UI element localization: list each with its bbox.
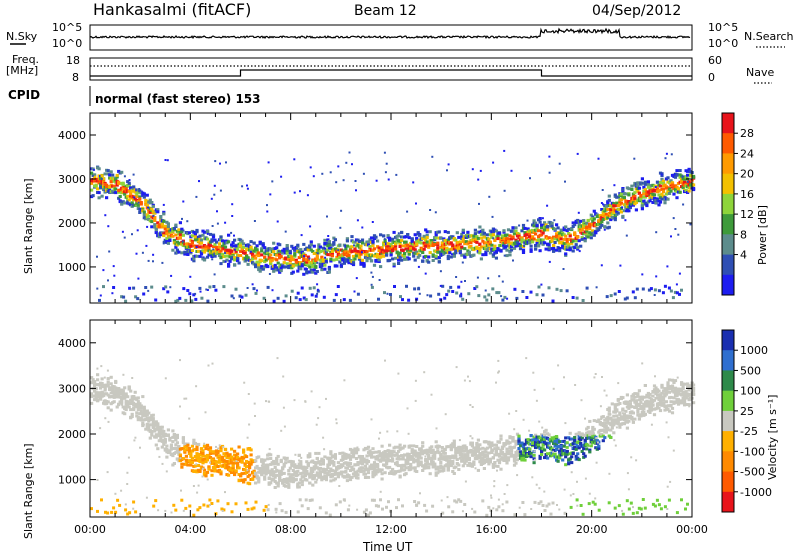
power-y-axis-label: Slant Range [km]: [22, 116, 35, 274]
velocity-colorbar-swatch: [722, 431, 734, 452]
nsearch-tick-bottom: 10^0: [708, 37, 739, 50]
nsky-trace: [89, 27, 691, 40]
power-ytick-label: 3000: [58, 173, 86, 186]
freq-unit-label: [MHz]: [6, 64, 39, 77]
velocity-ylabel-text: Slant Range [km]: [22, 443, 35, 539]
power-colorbar-tick-label: 28: [740, 127, 754, 140]
date-label: 04/Sep/2012: [592, 3, 682, 19]
power-colorbar-label: Power [dB]: [756, 205, 769, 265]
velocity-colorbar-tick-label: 25: [740, 405, 754, 418]
velocity-colorbar-tick-label: -1000: [740, 486, 772, 499]
nave-tick-bottom: 0: [708, 71, 715, 84]
power-colorbar-swatch: [722, 113, 734, 134]
power-colorbar-swatch: [722, 193, 734, 215]
velocity-ytick-label: 4000: [58, 337, 86, 350]
velocity-colorbar-frame: [721, 329, 735, 513]
velocity-colorbar-tick-label: 1000: [740, 344, 768, 357]
power-heatmap-cells: [90, 149, 696, 303]
cpid-label: CPID: [8, 88, 41, 102]
power-colorbar-tick-label: 20: [740, 168, 754, 181]
velocity-colorbar-tick-label: -100: [740, 445, 765, 458]
velocity-y-axis-label: Slant Range [km]: [22, 381, 35, 539]
power-ytick-label: 4000: [58, 129, 86, 142]
velocity-colorbar-tick-label: -25: [740, 425, 758, 438]
velocity-ytick-label: 2000: [58, 428, 86, 441]
freq-trace: [90, 69, 692, 77]
nsky-label: N.Sky: [6, 30, 38, 43]
power-colorbar-swatch: [722, 274, 734, 296]
velocity-colorbar-tick-label: -500: [740, 466, 765, 479]
velocity-ytick-label: 3000: [58, 382, 86, 395]
xtick-label: 04:00: [174, 523, 206, 536]
xtick-label: 08:00: [275, 523, 307, 536]
nsearch-tick-top: 10^5: [708, 21, 739, 34]
power-colorbar-swatch: [722, 214, 734, 235]
station-title: Hankasalmi (fitACF): [93, 0, 252, 19]
power-colorbar-tick-label: 12: [740, 208, 754, 221]
power-colorbar-tick-label: 8: [740, 228, 747, 241]
velocity-colorbar-swatch: [722, 491, 734, 513]
velocity-colorbar-swatch: [722, 471, 734, 493]
power-colorbar-swatch: [722, 173, 734, 195]
xtick-label: 00:00: [74, 523, 106, 536]
xtick-label: 16:00: [475, 523, 507, 536]
nave-label: Nave: [746, 66, 775, 79]
power-colorbar-swatch: [722, 254, 734, 276]
velocity-colorbar-swatch: [722, 330, 734, 351]
power-colorbar-swatch: [722, 234, 734, 255]
power-colorbar-tick-label: 24: [740, 147, 754, 160]
power-colorbar-frame: [721, 112, 735, 296]
power-ytick-label: 1000: [58, 261, 86, 274]
velocity-colorbar-tick-label: 500: [740, 364, 761, 377]
cpid-value: normal (fast stereo) 153: [95, 92, 261, 106]
x-axis-label: Time UT: [363, 540, 413, 554]
velocity-colorbar-swatch: [722, 390, 734, 412]
velocity-colorbar-swatch: [722, 410, 734, 432]
velocity-colorbar-label: Velocity [m s⁻¹]: [766, 394, 779, 480]
power-colorbar-swatch: [722, 153, 734, 175]
velocity-colorbar-swatch: [722, 451, 734, 472]
power-colorbar-tick-label: 4: [740, 249, 747, 262]
power-colorbar-tick-label: 16: [740, 188, 754, 201]
nsearch-label: N.Search: [744, 30, 794, 43]
beam-label: Beam 12: [354, 3, 417, 19]
freq-panel-frame: [89, 57, 693, 81]
xtick-label: 00:00: [676, 523, 708, 536]
velocity-colorbar-swatch: [722, 370, 734, 392]
freq-tick-bottom: 8: [72, 71, 79, 84]
velocity-colorbar-swatch: [722, 350, 734, 371]
freq-label: Freq.: [12, 53, 40, 66]
freq-tick-top: 18: [66, 54, 80, 67]
nsky-panel-frame: [89, 24, 693, 51]
velocity-colorbar-tick-label: 100: [740, 385, 761, 398]
power-ylabel-text: Slant Range [km]: [22, 178, 35, 274]
nave-tick-top: 60: [708, 54, 722, 67]
power-colorbar-swatch: [722, 133, 734, 154]
xtick-label: 12:00: [375, 523, 407, 536]
velocity-ytick-label: 1000: [58, 474, 86, 487]
power-ytick-label: 2000: [58, 217, 86, 230]
xtick-label: 20:00: [576, 523, 608, 536]
nsky-tick-bottom: 10^0: [52, 37, 83, 50]
velocity-heatmap-cells: [90, 357, 696, 517]
nsky-tick-top: 10^5: [52, 21, 83, 34]
